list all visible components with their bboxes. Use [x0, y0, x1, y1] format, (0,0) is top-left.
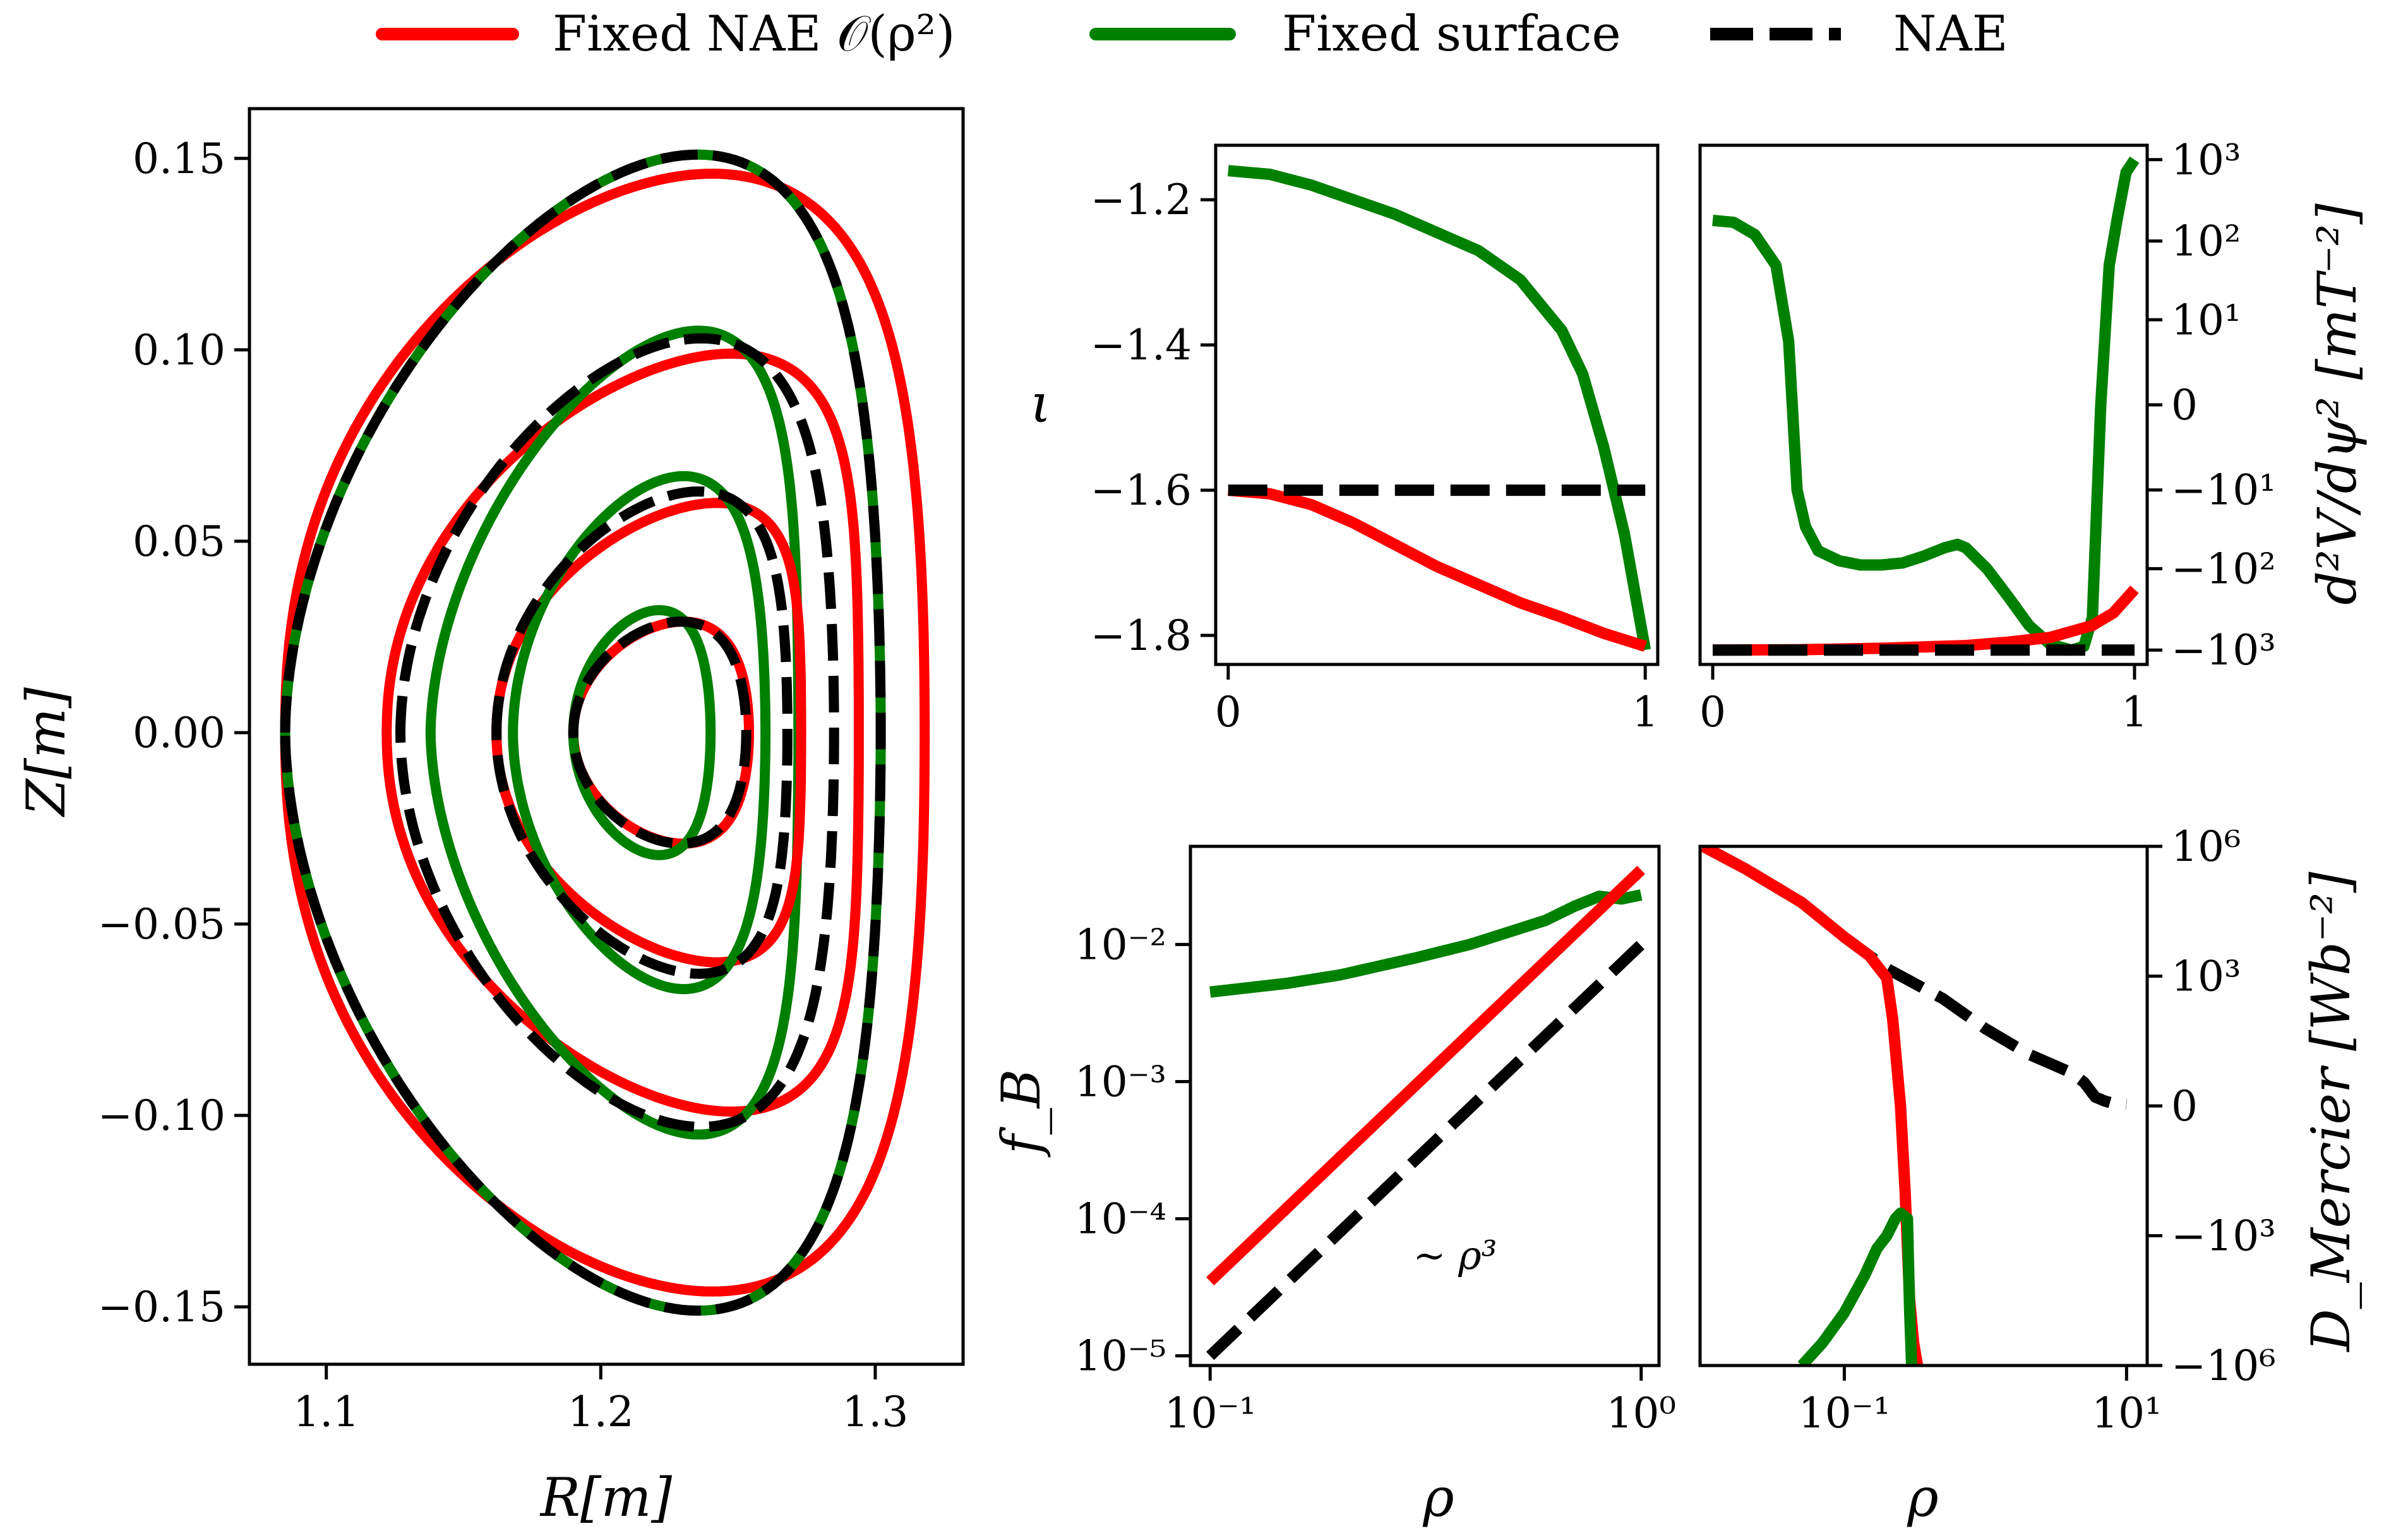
- mercier-xlabel: ρ: [1907, 1467, 1938, 1528]
- flux-surface-nae-o2-2: [491, 498, 806, 968]
- y-tick-label: −10²: [2171, 544, 2276, 593]
- panel-d2v: 0 1 10³ 10² 10¹ 0 −10¹ −10² −10³ d²V/dψ² [mT⁻²]: [1698, 136, 2368, 736]
- y-tick-label: 0: [2171, 1082, 2198, 1131]
- y-tick-label: −1.2: [1091, 176, 1192, 224]
- y-tick-label: −10³: [2171, 626, 2276, 675]
- d2v-lines: [1712, 156, 2140, 656]
- fb-ylabel: f_B: [990, 1069, 1052, 1158]
- y-tick-label: −0.15: [98, 1283, 225, 1331]
- fb-lines: [1206, 865, 1645, 1360]
- y-tick-label: 0: [2171, 381, 2198, 429]
- x-tick-label: 10⁻¹: [1165, 1389, 1256, 1438]
- y-tick-label: 10⁻³: [1075, 1058, 1166, 1107]
- mercier-lines: [1700, 846, 2127, 1366]
- series-fixed-nae-: [1712, 585, 2139, 656]
- legend-label-fixed-surface: Fixed surface: [1282, 6, 1621, 63]
- flux-surface-nae-3: [568, 616, 752, 849]
- y-tick-label: −10³: [2171, 1212, 2276, 1261]
- y-tick-label: −1.8: [1091, 611, 1192, 660]
- x-tick-label: 10¹: [2092, 1389, 2161, 1438]
- panel-fb: 10⁻¹ 10⁰ 10⁻² 10⁻³ 10⁻⁴ 10⁻⁵ f_B ρ ∼ ρ³: [990, 844, 1676, 1528]
- flux-surface-fixed-surface-2: [508, 471, 771, 994]
- iota-ticks: 0 1 −1.2 −1.4 −1.6 −1.8: [1091, 176, 1658, 736]
- flux-surface-fixed-surface-3: [568, 605, 716, 860]
- fb-annotation: ∼ ρ³: [1413, 1232, 1497, 1278]
- flux-surface-nae-0: [280, 149, 886, 1316]
- iota-frame: [1214, 143, 1660, 666]
- iota-ylabel: ι: [1031, 373, 1051, 435]
- fb-xlabel: ρ: [1422, 1467, 1454, 1528]
- series-fixed-nae-: [1206, 865, 1645, 1286]
- panel-cross-section: 1.1 1.2 1.3 0.15 0.10 0.05 0.00 −0.05 −0.10 −0.15…: [15, 107, 965, 1528]
- mercier-ylabel: D_Mercier [Wb⁻²]: [2300, 872, 2362, 1353]
- y-tick-label: 10³: [2171, 952, 2241, 1000]
- y-tick-label: 0.10: [133, 326, 225, 375]
- y-tick-label: 10²: [2171, 217, 2241, 266]
- series-fixed-surface: [1797, 1207, 1917, 1366]
- x-tick-label: 1: [2121, 688, 2148, 736]
- legend-label-nae: NAE: [1893, 6, 2008, 63]
- x-tick-label: 1.2: [568, 1388, 634, 1436]
- y-tick-label: 10¹: [2171, 296, 2241, 344]
- y-tick-label: 0.05: [133, 517, 225, 566]
- y-tick-label: −10⁶: [2171, 1342, 2276, 1390]
- cross-section-lines: [280, 149, 930, 1316]
- x-tick-label: 1.3: [842, 1388, 908, 1436]
- panel-iota: 0 1 −1.2 −1.4 −1.6 −1.8 ι: [1031, 143, 1660, 736]
- legend-label-nae-o2: Fixed NAE 𝒪(ρ²): [553, 6, 955, 63]
- x-tick-label: 10⁻¹: [1799, 1389, 1890, 1438]
- legend: Fixed NAE 𝒪(ρ²) Fixed surface NAE: [376, 6, 2008, 63]
- cross-section-frame: [248, 107, 965, 1366]
- series-fixed-nae-: [1228, 484, 1647, 652]
- y-tick-label: 10³: [2171, 136, 2241, 184]
- d2v-ylabel: d²V/dψ² [mT⁻²]: [2306, 203, 2368, 605]
- y-tick-label: −0.05: [98, 900, 225, 949]
- flux-surface-nae-o2-0: [280, 169, 930, 1297]
- mercier-ticks: 10⁻¹ 10¹ 10⁶ 10³ 0 −10³ −10⁶: [1799, 822, 2276, 1438]
- series-nae: [1206, 940, 1645, 1360]
- y-tick-label: −0.10: [98, 1091, 225, 1140]
- cross-section-ticks: 1.1 1.2 1.3 0.15 0.10 0.05 0.00 −0.05 −0.10 −0.15: [98, 135, 909, 1436]
- series-fixed-nae-: [1700, 846, 1924, 1366]
- y-tick-label: 10⁻⁴: [1075, 1195, 1166, 1244]
- mercier-frame: [1698, 844, 2149, 1367]
- iota-lines: [1228, 165, 1651, 652]
- y-tick-label: −1.6: [1091, 466, 1192, 515]
- y-tick-label: −10¹: [2171, 466, 2276, 515]
- x-tick-label: 1: [1632, 688, 1658, 736]
- flux-surface-nae-2: [491, 486, 793, 979]
- fb-ticks: 10⁻¹ 10⁰ 10⁻² 10⁻³ 10⁻⁴ 10⁻⁵: [1075, 920, 1676, 1438]
- series-fixed-surface: [1228, 165, 1651, 651]
- cross-section-xlabel: R[m]: [539, 1467, 673, 1528]
- y-tick-label: 10⁶: [2171, 822, 2241, 871]
- cross-section-ylabel: Z[m]: [15, 687, 77, 818]
- y-tick-label: 0.15: [133, 135, 225, 183]
- fb-frame: [1189, 844, 1661, 1367]
- y-tick-label: −1.4: [1091, 321, 1192, 369]
- x-tick-label: 0: [1215, 688, 1242, 736]
- y-tick-label: 10⁻²: [1075, 920, 1166, 969]
- series-fixed-surface: [1712, 156, 2140, 656]
- x-tick-label: 10⁰: [1607, 1389, 1676, 1438]
- x-tick-label: 1.1: [293, 1388, 359, 1436]
- x-tick-label: 0: [1699, 688, 1726, 736]
- flux-surface-nae-o2-1: [381, 348, 864, 1117]
- flux-surface-nae-1: [395, 333, 839, 1132]
- d2v-ticks: 0 1 10³ 10² 10¹ 0 −10¹ −10² −10³: [1699, 136, 2276, 736]
- series-fixed-surface: [1209, 889, 1643, 998]
- y-tick-label: 10⁻⁵: [1075, 1332, 1166, 1381]
- y-tick-label: 0.00: [133, 709, 225, 757]
- d2v-frame: [1698, 143, 2149, 666]
